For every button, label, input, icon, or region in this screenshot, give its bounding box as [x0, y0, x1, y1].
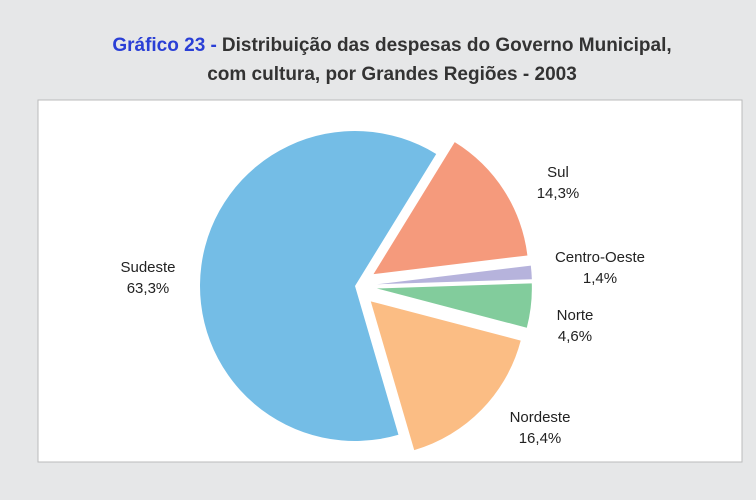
pie-slice [376, 265, 532, 285]
slice-value: 14,3% [537, 185, 580, 202]
title-line: com cultura, por Grandes Regiões - 2003 [207, 64, 577, 85]
slice-label: Norte [557, 307, 594, 324]
title-line: Distribuição das despesas do Governo Mun… [222, 35, 672, 56]
slice-value: 16,4% [519, 430, 562, 447]
slice-value: 4,6% [558, 328, 592, 345]
pie-slice [373, 142, 528, 275]
pie-slice [376, 283, 532, 328]
pie-slice [199, 130, 437, 441]
chart-title: Gráfico 23 - Distribuição das despesas do… [112, 35, 671, 56]
slice-value: 63,3% [127, 280, 170, 297]
title-prefix: Gráfico 23 - [112, 35, 217, 56]
slice-value: 1,4% [583, 270, 617, 287]
slice-label: Sudeste [120, 259, 175, 276]
pie-slice [370, 301, 521, 451]
slice-label: Nordeste [510, 409, 571, 426]
slice-label: Sul [547, 164, 569, 181]
slice-label: Centro-Oeste [555, 249, 645, 266]
